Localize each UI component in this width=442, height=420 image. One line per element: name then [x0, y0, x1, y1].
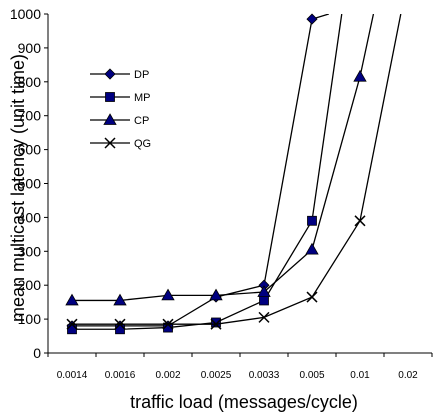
y-tick-label: 600 — [18, 142, 42, 158]
data-point-cp — [209, 288, 223, 301]
x-tick-label: 0.002 — [155, 370, 180, 381]
y-tick-label: 500 — [18, 176, 42, 192]
x-marker-stroke — [66, 318, 78, 330]
data-point-dp — [306, 13, 318, 25]
x-tick-label: 0.0025 — [201, 370, 232, 381]
y-tick-label: 100 — [18, 311, 42, 327]
x-marker-stroke — [162, 318, 174, 330]
y-tick-label: 1000 — [10, 6, 41, 22]
data-point-cp — [353, 69, 367, 82]
x-axis-title: traffic load (messages/cycle) — [130, 392, 358, 412]
legend-marker-cp — [103, 113, 117, 125]
legend-label-qg: QG — [134, 138, 151, 150]
x-tick-label: 0.0033 — [249, 370, 280, 381]
y-tick-label: 900 — [18, 40, 42, 56]
legend-label-cp: CP — [134, 115, 149, 127]
series-line-cp — [72, 14, 375, 302]
data-point-cp — [305, 242, 319, 255]
data-point-cp — [257, 285, 271, 297]
series-line-qg — [72, 14, 402, 325]
data-point-qg — [162, 318, 174, 330]
y-tick-label: 700 — [18, 108, 42, 124]
legend-label-dp: DP — [134, 69, 149, 81]
data-point-mp — [163, 322, 173, 333]
x-marker-stroke — [258, 311, 270, 323]
x-marker-stroke — [306, 291, 318, 303]
legend-label-mp: MP — [134, 92, 151, 104]
data-point-qg — [114, 318, 126, 330]
legend-marker-qg — [104, 137, 116, 149]
data-point-qg — [258, 311, 270, 323]
x-marker-stroke — [114, 318, 126, 330]
legend-marker-mp — [105, 92, 115, 102]
data-point-mp — [67, 324, 77, 335]
y-tick-label: 0 — [33, 345, 41, 361]
legend-marker-dp — [104, 68, 116, 80]
data-point-mp — [115, 324, 125, 335]
data-point-cp — [161, 288, 175, 301]
x-tick-label: 0.01 — [350, 370, 370, 381]
x-tick-label: 0.0014 — [57, 370, 88, 381]
y-tick-label: 200 — [18, 277, 42, 293]
data-point-qg — [66, 318, 78, 330]
y-tick-label: 300 — [18, 243, 42, 259]
data-point-qg — [306, 291, 318, 303]
x-marker-stroke — [210, 318, 222, 330]
data-point-mp — [307, 215, 317, 226]
x-marker-stroke — [104, 137, 116, 149]
y-tick-label: 800 — [18, 74, 42, 90]
x-tick-label: 0.02 — [398, 370, 418, 381]
data-point-qg — [354, 215, 366, 227]
data-point-cp — [113, 293, 127, 306]
x-tick-label: 0.0016 — [105, 370, 136, 381]
y-axis-title: mean multicast latency (unit time) — [8, 54, 28, 322]
data-point-mp — [211, 317, 221, 328]
data-point-qg — [210, 318, 222, 330]
series-line-mp — [72, 14, 343, 330]
data-point-cp — [65, 293, 79, 306]
x-tick-label: 0.005 — [299, 370, 324, 381]
x-marker-stroke — [354, 215, 366, 227]
data-point-mp — [259, 295, 269, 306]
y-tick-label: 400 — [18, 209, 42, 225]
series-line-dp — [72, 14, 329, 327]
